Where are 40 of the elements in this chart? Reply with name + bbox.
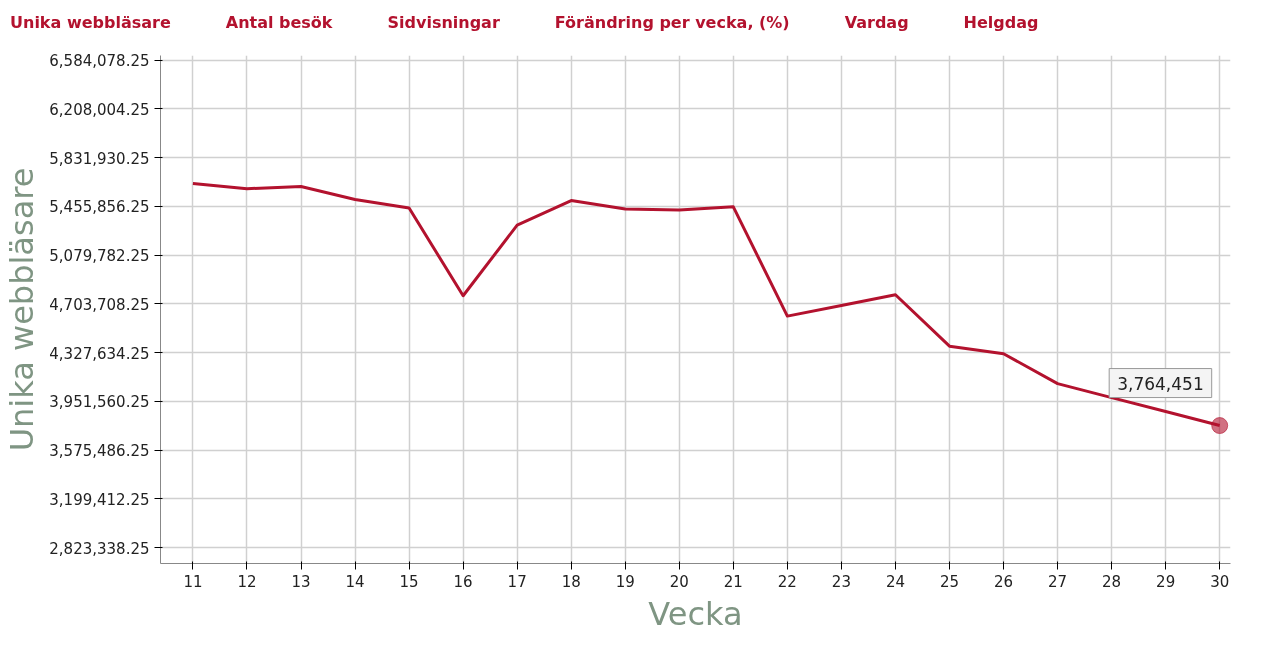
x-tick-label: 24 <box>885 572 905 591</box>
x-tick-label: 19 <box>615 572 635 591</box>
y-tick-label: 4,703,708.25 <box>49 295 150 314</box>
text: Förändring per vecka, (%) <box>554 12 790 34</box>
y-tick-label: 5,831,930.25 <box>49 149 150 168</box>
y-tick-label: 2,823,338.25 <box>49 539 150 558</box>
x-tick-label: 30 <box>1210 572 1230 591</box>
x-tick-label: 20 <box>669 572 689 591</box>
y-tick-label: 6,584,078.25 <box>49 52 150 70</box>
x-tick-label: 15 <box>399 572 419 591</box>
text: Antal besök <box>225 12 333 34</box>
x-tick-label: 22 <box>777 572 797 591</box>
text: Sidvisningar <box>387 12 500 34</box>
y-tick-label: 3,199,412.25 <box>49 490 150 509</box>
x-tick-label: 21 <box>723 572 743 591</box>
y-tick-label: 6,208,004.25 <box>49 100 150 119</box>
x-tick-label: 29 <box>1156 572 1176 591</box>
text: Helgdag <box>963 12 1039 34</box>
x-tick-label: 12 <box>237 572 257 591</box>
y-tick-label: 4,327,634.25 <box>49 344 150 363</box>
y-tick-label: 3,575,486.25 <box>49 441 150 460</box>
x-tick-label: 23 <box>831 572 851 591</box>
x-tick-label: 14 <box>345 572 365 591</box>
y-tick-label: 5,079,782.25 <box>49 246 150 265</box>
y-tick-label: 5,455,856.25 <box>49 198 150 217</box>
y-axis-title: Unika webbläsare <box>3 167 42 452</box>
x-tick-label: 11 <box>183 572 203 591</box>
text: Vardag <box>844 12 909 34</box>
text: Unika webbläsare <box>10 12 171 34</box>
x-tick-label: 18 <box>561 572 581 591</box>
x-tick-label: 28 <box>1102 572 1122 591</box>
x-tick-label: 27 <box>1048 572 1068 591</box>
x-tick-label: 25 <box>939 572 960 591</box>
x-tick-label: 17 <box>507 572 527 591</box>
y-tick-label: 3,951,560.25 <box>49 393 150 412</box>
x-tick-label: 26 <box>993 572 1014 591</box>
x-tick-label: 13 <box>291 572 311 591</box>
x-axis-title: Vecka <box>648 594 743 633</box>
annotation: 3,764,451 <box>1117 373 1204 394</box>
x-tick-label: 16 <box>453 572 473 591</box>
